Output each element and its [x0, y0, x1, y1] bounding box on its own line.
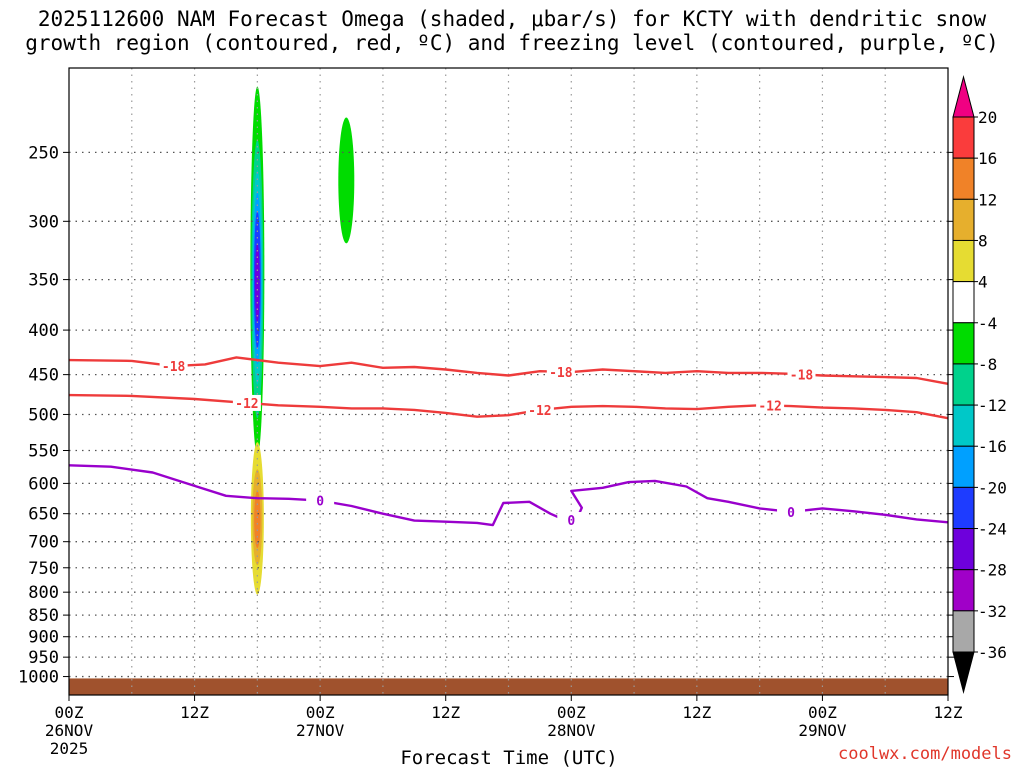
- y-tick-label: 500: [28, 405, 59, 425]
- contour-label: 0: [567, 514, 575, 529]
- x-tick-label: 00Z: [808, 703, 837, 722]
- y-tick-label: 450: [28, 366, 59, 386]
- y-tick-label: 850: [28, 606, 59, 626]
- contour-label: -12: [235, 397, 258, 412]
- colorbar-bin: [952, 75, 975, 118]
- colorbar-bin: [952, 404, 975, 447]
- colorbar-bin: [952, 198, 975, 241]
- colorbar-label: -28: [978, 561, 1007, 580]
- x-tick-date: 28NOV: [547, 721, 596, 740]
- colorbar-bin: [952, 528, 975, 571]
- colorbar-bin: [952, 486, 975, 530]
- contour-line: [68, 464, 949, 527]
- omega-region: [254, 490, 261, 549]
- colorbar-label: -20: [978, 478, 1007, 497]
- contour-label-bg: [306, 492, 335, 509]
- y-tick-label: 950: [28, 648, 59, 668]
- contour-label-bg: [159, 358, 188, 375]
- chart-title-line-1: 2025112600 NAM Forecast Omega (shaded, μ…: [37, 7, 987, 31]
- contour-label: 0: [316, 495, 324, 510]
- colorbar-bin: [952, 116, 975, 159]
- y-tick-label: 1000: [18, 668, 59, 688]
- colorbar-label: -4: [978, 314, 997, 333]
- colorbar-label: 16: [978, 149, 997, 168]
- colorbar-bin: [952, 651, 975, 694]
- contour-label: -18: [790, 368, 814, 383]
- y-tick-label: 350: [28, 271, 59, 291]
- colorbar-bin: [952, 363, 975, 406]
- contour-label-bg: [756, 397, 785, 414]
- x-axis-label: Forecast Time (UTC): [400, 747, 617, 768]
- contour-layer: -18 -18 -18 -12 -12 -12 0 0 0: [68, 356, 949, 529]
- colorbar-bin: [952, 322, 975, 365]
- colorbar-label: -16: [978, 437, 1007, 456]
- contour-label-bg: [557, 512, 586, 529]
- x-tick-label: 00Z: [55, 703, 84, 722]
- chart-title-line-2: growth region (contoured, red, ºC) and f…: [25, 31, 999, 55]
- contour-label: -18: [549, 366, 573, 381]
- x-tick-label: 12Z: [431, 703, 460, 722]
- y-tick-label: 900: [28, 628, 59, 648]
- contour-label-bg: [546, 363, 575, 380]
- contour-label: -12: [528, 404, 551, 419]
- colorbar-label: 4: [978, 273, 988, 292]
- colorbar-label: 12: [978, 190, 997, 209]
- y-tick-label: 550: [28, 442, 59, 462]
- colorbar-label: -36: [978, 643, 1007, 662]
- y-tick-label: 800: [28, 583, 59, 603]
- y-tick-label: 250: [28, 143, 59, 163]
- y-tick-label: 600: [28, 474, 59, 494]
- contour-label-bg: [787, 366, 816, 383]
- x-tick-year: 2025: [50, 739, 89, 758]
- omega-region: [338, 117, 355, 244]
- contour-label-bg: [232, 394, 261, 411]
- colorbar-label: -8: [978, 355, 997, 374]
- x-tick-label: 12Z: [934, 703, 963, 722]
- contour-line: [68, 393, 949, 420]
- x-tick-label: 00Z: [557, 703, 586, 722]
- contour-label: -12: [758, 400, 781, 415]
- plot-frame: [68, 67, 949, 696]
- contour-label: -18: [162, 360, 186, 375]
- colorbar: 20 16 12 8 4 -4 -8 -12 -16 -20 -24 -28 -32 -36: [952, 75, 1007, 694]
- y-tick-label: 300: [28, 212, 59, 232]
- colorbar-bin: [952, 610, 975, 653]
- colorbar-label: 8: [978, 231, 988, 250]
- colorbar-label: 20: [978, 108, 997, 127]
- x-tick-date: 26NOV: [45, 721, 94, 740]
- x-tick-label: 12Z: [180, 703, 209, 722]
- contour-label-bg: [777, 503, 806, 520]
- colorbar-bin: [952, 445, 975, 488]
- contour-label-bg: [525, 401, 554, 418]
- y-tick-label: 750: [28, 559, 59, 579]
- grid-layer: [69, 68, 948, 695]
- axes-layer: 2503003504004505005506006507007508008509…: [18, 67, 963, 758]
- x-tick-date: 29NOV: [798, 721, 847, 740]
- y-tick-label: 650: [28, 505, 59, 525]
- colorbar-label: -12: [978, 396, 1007, 415]
- x-tick-label: 12Z: [682, 703, 711, 722]
- colorbar-label: -32: [978, 602, 1007, 621]
- y-tick-label: 400: [28, 321, 59, 341]
- colorbar-bin: [952, 569, 975, 612]
- colorbar-bin: [952, 281, 975, 324]
- y-tick-label: 700: [28, 533, 59, 553]
- x-tick-label: 00Z: [306, 703, 335, 722]
- colorbar-label: -24: [978, 520, 1007, 539]
- colorbar-bin: [952, 239, 975, 283]
- omega-shading-layer: [250, 86, 355, 595]
- source-credit: coolwx.com/models: [838, 744, 1012, 764]
- colorbar-bin: [952, 157, 975, 200]
- contour-label: 0: [787, 506, 795, 521]
- x-tick-date: 27NOV: [296, 721, 345, 740]
